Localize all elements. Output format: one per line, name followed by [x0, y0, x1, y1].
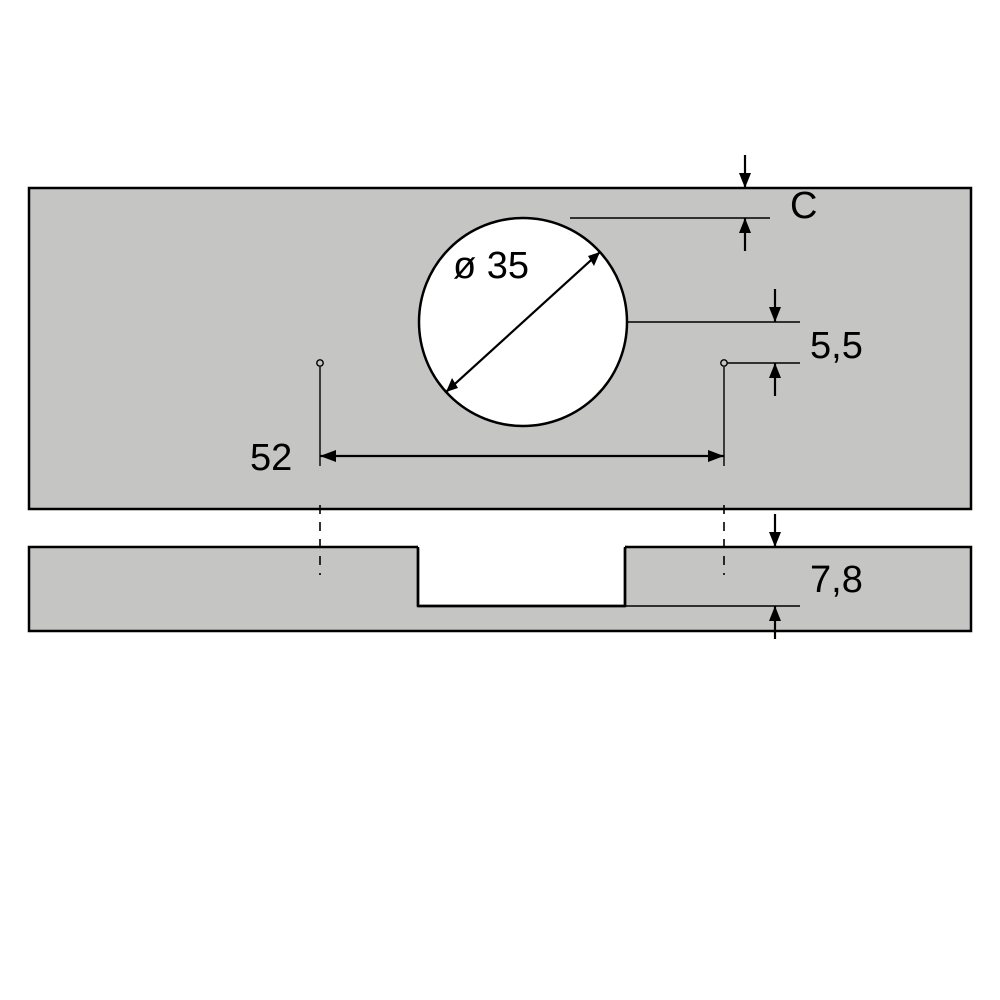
dimension-7-8-label: 7,8 [810, 559, 863, 601]
technical-drawing: ø 35 C 5,5 52 [0, 0, 1000, 1000]
diameter-label: ø 35 [453, 245, 529, 287]
bottom-cutout [418, 547, 625, 606]
dimension-c-label: C [790, 185, 817, 227]
dimension-5-5-label: 5,5 [810, 325, 863, 367]
dimension-52-label: 52 [250, 437, 292, 479]
